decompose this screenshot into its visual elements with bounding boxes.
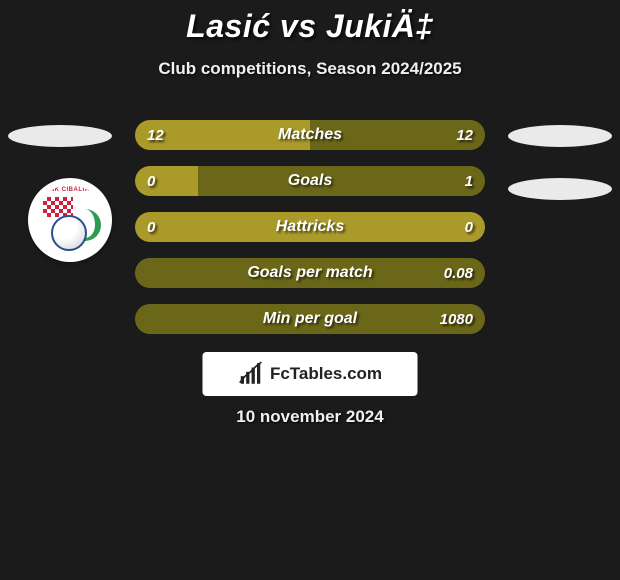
branding-footer[interactable]: FcTables.com [203, 352, 418, 396]
date-text: 10 november 2024 [0, 407, 620, 427]
stat-row: Matches1212 [135, 120, 485, 150]
stat-bar-left [135, 212, 485, 242]
stat-row: Hattricks00 [135, 212, 485, 242]
stat-bar-right [135, 304, 485, 334]
player-left-photo-placeholder [8, 125, 112, 147]
stat-bar-left [135, 166, 198, 196]
stat-row: Goals01 [135, 166, 485, 196]
stats-container: Matches1212 Goals01 Hattricks00 Goals per m… [135, 120, 485, 350]
page-title: Lasić vs JukiÄ‡ [0, 0, 620, 45]
page-subtitle: Club competitions, Season 2024/2025 [0, 59, 620, 79]
stat-bar-left [135, 120, 310, 150]
bar-chart-icon [238, 361, 264, 387]
stat-row: Goals per match0.08 [135, 258, 485, 288]
stat-row: Min per goal1080 [135, 304, 485, 334]
club-badge-text: HNK CIBALIA [45, 187, 90, 193]
stat-bar-right [198, 166, 485, 196]
club-right-logo-placeholder [508, 178, 612, 200]
stat-bar-right [135, 258, 485, 288]
club-left-logo: HNK CIBALIA [28, 178, 112, 262]
player-right-photo-placeholder [508, 125, 612, 147]
stat-bar-right [310, 120, 485, 150]
branding-text: FcTables.com [270, 364, 382, 384]
